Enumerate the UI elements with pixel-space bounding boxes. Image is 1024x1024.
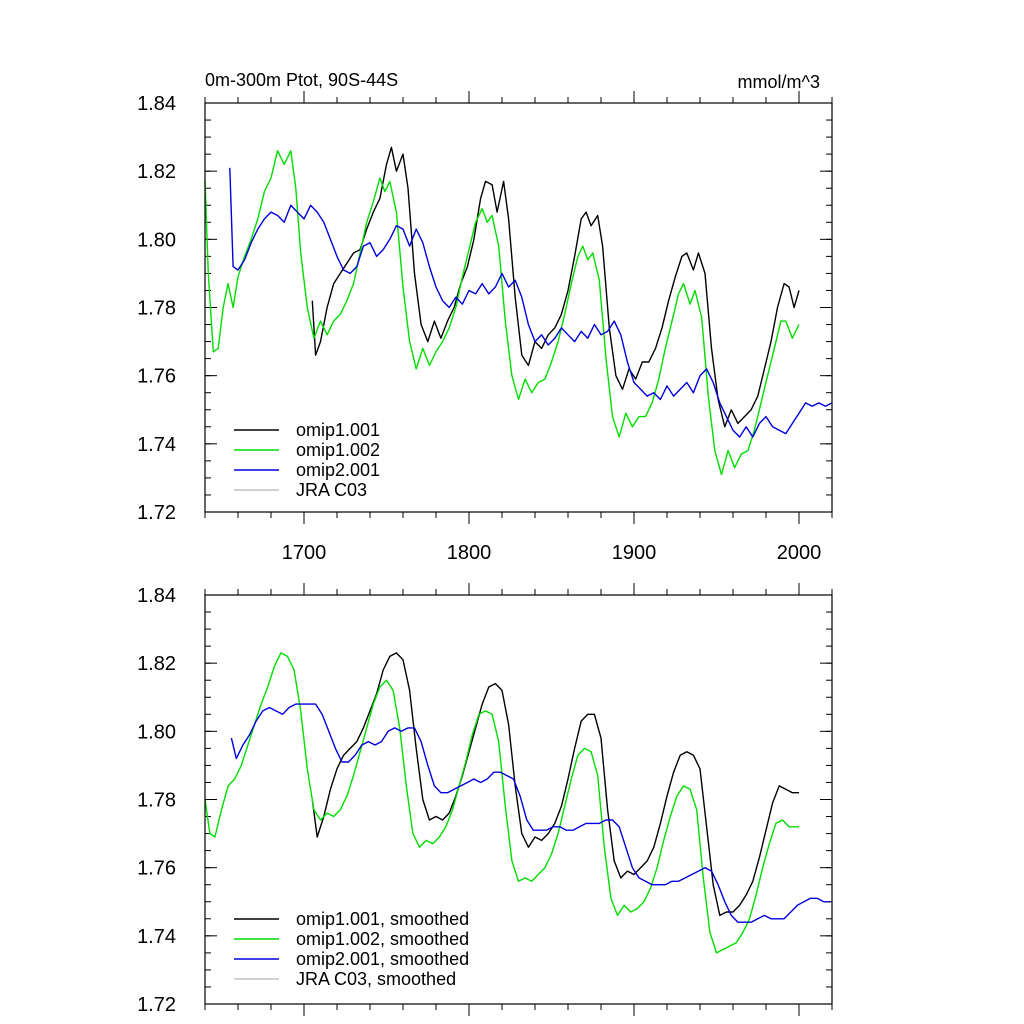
series-line-omip2-001-smoothed bbox=[230, 703, 831, 923]
y-tick-label: 1.74 bbox=[137, 434, 176, 456]
legend-label-omip1-002-smoothed: omip1.002, smoothed bbox=[296, 929, 469, 949]
y-tick-label: 1.78 bbox=[137, 790, 176, 812]
x-tick-label: 1700 bbox=[282, 542, 327, 564]
y-tick-label: 1.74 bbox=[137, 926, 176, 948]
bottom-panel: 1.72 1.74 1.76 1.78 1.80 1.82 1.84 omip1.001, … bbox=[137, 583, 833, 1016]
y-tick-label: 1.78 bbox=[137, 298, 176, 320]
chart-title: 0m-300m Ptot, 90S-44S bbox=[205, 70, 398, 90]
top-panel-tick-labels: 1.72 1.74 1.76 1.78 1.80 1.82 1.84 1700 1800 1900… bbox=[137, 93, 821, 564]
bottom-panel-ticks bbox=[204, 583, 833, 1016]
legend-label-jra-c03-smoothed: JRA C03, smoothed bbox=[296, 969, 456, 989]
series-line-omip1-002 bbox=[204, 150, 800, 476]
legend-label-omip1-001-smoothed: omip1.001, smoothed bbox=[296, 909, 469, 929]
y-tick-label: 1.84 bbox=[137, 93, 176, 115]
series-line-omip1-001-smoothed bbox=[311, 652, 799, 917]
legend-label-omip2-001-smoothed: omip2.001, smoothed bbox=[296, 949, 469, 969]
y-tick-label: 1.72 bbox=[137, 994, 176, 1016]
x-tick-label: 2000 bbox=[777, 542, 822, 564]
y-tick-label: 1.76 bbox=[137, 858, 176, 880]
x-tick-label: 1800 bbox=[447, 542, 492, 564]
bottom-panel-series bbox=[204, 652, 831, 954]
legend-label-jra-c03: JRA C03 bbox=[296, 480, 367, 500]
y-tick-label: 1.76 bbox=[137, 366, 176, 388]
legend-label-omip2-001: omip2.001 bbox=[296, 460, 380, 480]
top-panel: 0m-300m Ptot, 90S-44S mmol/m^3 1.721.741… bbox=[137, 70, 833, 564]
y-tick-label: 1.80 bbox=[137, 721, 176, 743]
legend-label-omip1-002: omip1.002 bbox=[296, 440, 380, 460]
units-label: mmol/m^3 bbox=[738, 72, 820, 92]
x-tick-label: 1900 bbox=[612, 542, 657, 564]
y-tick-label: 1.82 bbox=[137, 161, 176, 183]
legend-label-omip1-001: omip1.001 bbox=[296, 420, 380, 440]
y-tick-label: 1.84 bbox=[137, 585, 176, 607]
series-line-omip2-001 bbox=[229, 167, 833, 438]
y-tick-label: 1.80 bbox=[137, 229, 176, 251]
top-panel-frame bbox=[204, 102, 833, 513]
bottom-panel-tick-labels: 1.72 1.74 1.76 1.78 1.80 1.82 1.84 bbox=[137, 585, 176, 1016]
y-tick-label: 1.72 bbox=[137, 502, 176, 524]
bottom-panel-frame bbox=[204, 594, 833, 1005]
top-panel-series bbox=[204, 146, 833, 476]
y-tick-label: 1.82 bbox=[137, 653, 176, 675]
top-panel-ticks bbox=[204, 91, 833, 524]
series-line-omip1-002-smoothed bbox=[204, 652, 799, 954]
